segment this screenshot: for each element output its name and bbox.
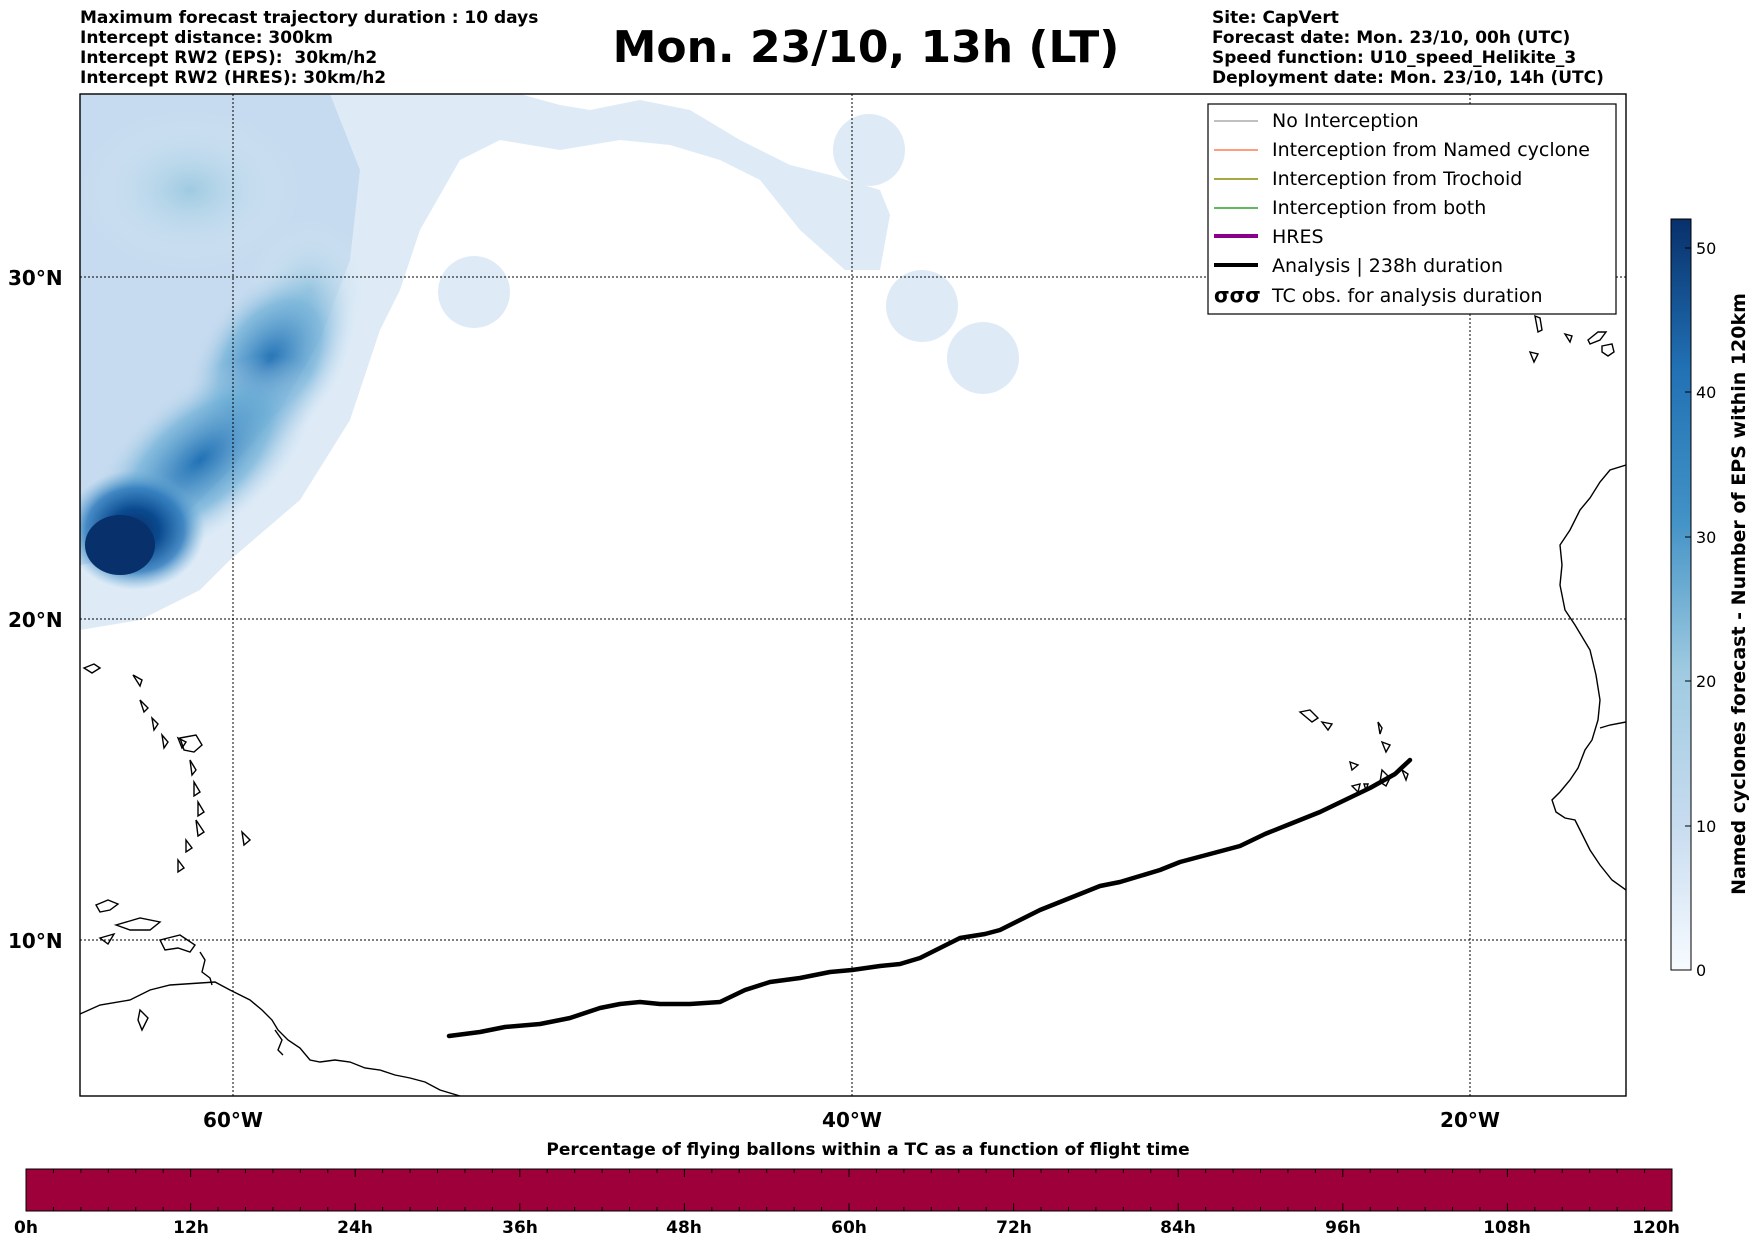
coastlines: [80, 314, 1626, 1096]
legend-label: Interception from both: [1272, 197, 1486, 219]
lon-label-40w: 40°W: [822, 1108, 882, 1132]
flight-time-tick: 96h: [1325, 1218, 1361, 1238]
lat-label-20n: 20°N: [8, 608, 63, 632]
lon-label-60w: 60°W: [203, 1108, 263, 1132]
colorbar-tick: 20: [1696, 672, 1716, 691]
map-frame: [79, 93, 1627, 1097]
colorbar-tick: 0: [1696, 961, 1706, 980]
lon-label-20w: 20°W: [1440, 1108, 1500, 1132]
colorbar: 0 10 20 30 40 50 Named cyclones forecast…: [1670, 218, 1750, 980]
header-line: Forecast date: Mon. 23/10, 00h (UTC): [1212, 28, 1571, 48]
flight-time-tick: 60h: [831, 1218, 867, 1238]
colorbar-tick: 50: [1696, 239, 1716, 258]
header-line: Maximum forecast trajectory duration : 1…: [80, 8, 539, 28]
legend: No Interception Interception from Named …: [1207, 103, 1617, 315]
colorbar-tick: 10: [1696, 817, 1716, 836]
axis-labels: 30°N 20°N 10°N 60°W 40°W 20°W: [8, 266, 1500, 1132]
header-line: Site: CapVert: [1212, 8, 1339, 28]
flight-bar-title: Percentage of flying ballons within a TC…: [546, 1140, 1190, 1160]
site-info: Site: CapVert Forecast date: Mon. 23/10,…: [1212, 8, 1604, 88]
flight-time-tick: 36h: [502, 1218, 538, 1238]
legend-label: No Interception: [1272, 110, 1419, 132]
page-title: Mon. 23/10, 13h (LT): [0, 22, 1752, 73]
header-line: Intercept RW2 (EPS): 30km/h2: [80, 48, 378, 68]
tc-obs-symbol-icon: σσσ: [1214, 283, 1261, 307]
lat-label-10n: 10°N: [8, 929, 63, 953]
header-line: Intercept RW2 (HRES): 30km/h2: [80, 68, 387, 88]
legend-label: Interception from Named cyclone: [1272, 139, 1590, 161]
flight-time-tick: 12h: [173, 1218, 209, 1238]
lat-label-30n: 30°N: [8, 266, 63, 290]
legend-label: TC obs. for analysis duration: [1271, 285, 1543, 307]
flight-time-tick: 72h: [996, 1218, 1032, 1238]
header-line: Deployment date: Mon. 23/10, 14h (UTC): [1212, 68, 1604, 88]
forecast-parameters: Maximum forecast trajectory duration : 1…: [80, 8, 538, 88]
header-line: Speed function: U10_speed_Helikite_3: [1212, 48, 1577, 68]
flight-time-tick: 84h: [1160, 1218, 1196, 1238]
colorbar-tick: 40: [1696, 383, 1716, 402]
flight-time-tick: 48h: [666, 1218, 702, 1238]
colorbar-label: Named cyclones forecast - Number of EPS …: [1728, 293, 1750, 895]
flight-time-tick: 108h: [1483, 1218, 1531, 1238]
header-line: Intercept distance: 300km: [80, 28, 333, 48]
legend-label: Analysis | 238h duration: [1272, 255, 1503, 277]
flight-time-bar: 0h 12h 24h 36h 48h 60h 72h 84h 96h 108h …: [14, 1168, 1680, 1238]
flight-time-tick: 0h: [14, 1218, 38, 1238]
colorbar-tick: 30: [1696, 528, 1716, 547]
page-title-text: Mon. 23/10, 13h (LT): [612, 22, 1120, 73]
legend-label: Interception from Trochoid: [1272, 168, 1522, 190]
analysis-track: [446, 757, 1413, 1039]
eps-density-field: [80, 94, 1019, 630]
flight-time-tick: 120h: [1632, 1218, 1680, 1238]
flight-time-tick: 24h: [337, 1218, 373, 1238]
legend-label: HRES: [1272, 226, 1324, 248]
